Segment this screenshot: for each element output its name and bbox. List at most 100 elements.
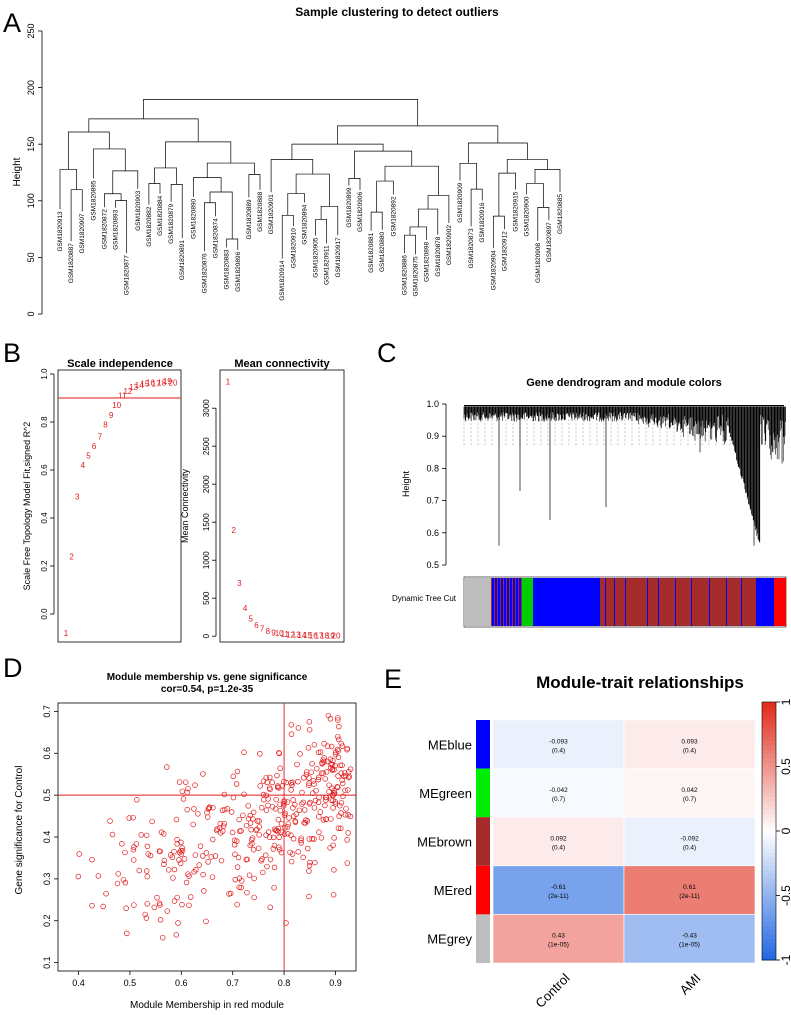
panel-b-point-label: 20: [169, 378, 178, 387]
panel-a-ytick-label: 100: [26, 193, 36, 208]
panel-d-point: [256, 832, 262, 838]
panel-a-leaf-label: GSM1820898: [424, 242, 431, 282]
panel-d-point: [157, 902, 163, 908]
panel-a-dendrogram-branch: [143, 98, 419, 126]
panel-d-point: [233, 781, 240, 787]
panel-e-colorbar-step: [762, 762, 776, 767]
panel-d-point: [309, 760, 315, 767]
panel-d-point: [195, 811, 201, 817]
panel-d-point: [343, 806, 349, 812]
panel-d-point: [173, 932, 180, 938]
panel-a-ytick-label: 150: [26, 137, 36, 152]
panel-d-point: [264, 863, 270, 870]
panel-d-point: [245, 815, 252, 822]
panel-e-colorbar-step: [762, 719, 776, 724]
panel-e-row-label: MEbrown: [417, 835, 472, 850]
panel-b-point-label: 20: [332, 632, 341, 641]
panel-d-point: [308, 769, 314, 775]
panel-c-strip-label: Dynamic Tree Cut: [392, 594, 457, 603]
panel-a-leaf-label: GSM1820916: [479, 202, 486, 242]
panel-d-point: [335, 715, 341, 721]
panel-d-point: [277, 801, 283, 808]
panel-d-point: [200, 853, 206, 859]
panel-d-point: [206, 805, 212, 811]
panel-b2-frame: [219, 369, 345, 643]
panel-d-point: [263, 807, 270, 813]
panel-b2-ylabel: Mean Connectivity: [180, 468, 190, 543]
panel-e-colorbar-step: [762, 813, 776, 819]
panel-a-dendrogram-branch: [320, 205, 339, 236]
panel-d-point: [299, 801, 305, 807]
panel-a-title: Sample clustering to detect outliers: [295, 5, 499, 19]
panel-d-membership-scatter: Module membership vs. gene significance …: [14, 672, 357, 1011]
panel-b-point-label: 14: [135, 381, 144, 390]
panel-d-point: [182, 779, 189, 785]
panel-d-point: [178, 851, 185, 857]
panel-c-module-tick: [658, 578, 659, 626]
panel-d-point: [315, 776, 322, 783]
panel-d-point: [257, 750, 263, 757]
panel-d-point: [176, 857, 182, 863]
panel-d-point: [205, 859, 211, 865]
panel-d-point: [271, 826, 278, 832]
panel-d-point: [323, 797, 329, 803]
panel-d-point: [130, 846, 137, 853]
panel-d-point: [265, 796, 271, 802]
panel-d-point: [228, 809, 235, 815]
panel-letter-a: A: [3, 8, 21, 38]
panel-d-point: [247, 842, 253, 849]
panel-e-colorbar-step: [762, 710, 776, 716]
panel-a-leaf-label: GSM1820891: [179, 240, 186, 280]
panel-d-point: [234, 901, 240, 908]
panel-e-heatmap-cell: [623, 768, 756, 818]
panel-e-colorbar-label: -1: [779, 954, 791, 965]
panel-d-point: [75, 873, 82, 880]
panel-d-point: [249, 835, 256, 841]
panel-b-point-label: 12: [286, 630, 295, 639]
panel-d-point: [260, 869, 266, 876]
panel-e-module-trait-heatmap: Module-trait relationships MEblue -0.093 (…: [417, 673, 791, 1011]
panel-e-cell-value: 0.43: [552, 933, 565, 940]
panel-b-point-label: 5: [86, 452, 91, 461]
panel-a-leaf-label: GSM1820912: [501, 231, 508, 271]
panel-d-point: [330, 891, 337, 898]
panel-d-point: [298, 835, 304, 841]
panel-d-point: [288, 787, 294, 793]
panel-a-leaf-label: GSM1820875: [413, 256, 420, 296]
panel-d-point: [171, 848, 177, 855]
panel-e-colorbar-step: [762, 740, 776, 746]
panel-d-ytick-label: 0.2: [42, 914, 52, 927]
panel-a-leaf-label: GSM1820892: [390, 196, 397, 236]
panel-d-point: [288, 832, 294, 838]
panel-d-point: [196, 862, 202, 868]
panel-d-point: [311, 741, 318, 748]
panel-d-point: [326, 788, 332, 795]
panel-e-colorbar-step: [762, 796, 776, 802]
panel-d-point: [316, 774, 322, 781]
panel-a-dendrogram-branch: [209, 191, 233, 239]
panel-a-leaf-label: GSM1820910: [290, 228, 297, 268]
panel-a-dendrogram-branch: [459, 162, 478, 190]
panel-d-point: [344, 746, 350, 753]
panel-a-leaf-label: GSM1820915: [513, 191, 520, 231]
panel-d-point: [321, 740, 327, 747]
panel-d-point: [346, 768, 352, 775]
panel-d-point: [236, 875, 243, 882]
panel-e-colorbar-step: [762, 766, 776, 772]
panel-b-point-label: 8: [266, 627, 271, 636]
panel-d-point: [230, 794, 237, 801]
panel-c-module-color-strip: [464, 578, 786, 626]
panel-e-colorbar-step: [762, 908, 776, 914]
panel-e-colorbar-step: [762, 714, 776, 720]
panel-e-colorbar-step: [762, 723, 776, 729]
panel-e-colorbar-label: 0.5: [779, 758, 791, 775]
panel-d-point: [254, 818, 261, 824]
panel-d-point: [164, 764, 170, 770]
panel-d-point: [336, 813, 342, 819]
panel-a-dendrogram-branch: [226, 238, 239, 250]
panel-d-point: [306, 726, 313, 733]
panel-d-point: [327, 756, 334, 762]
panel-d-point: [130, 857, 137, 863]
panel-a-leaf-label: GSM1820889: [246, 199, 253, 239]
